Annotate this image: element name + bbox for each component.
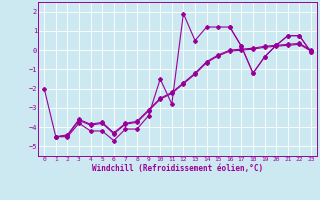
X-axis label: Windchill (Refroidissement éolien,°C): Windchill (Refroidissement éolien,°C): [92, 164, 263, 173]
